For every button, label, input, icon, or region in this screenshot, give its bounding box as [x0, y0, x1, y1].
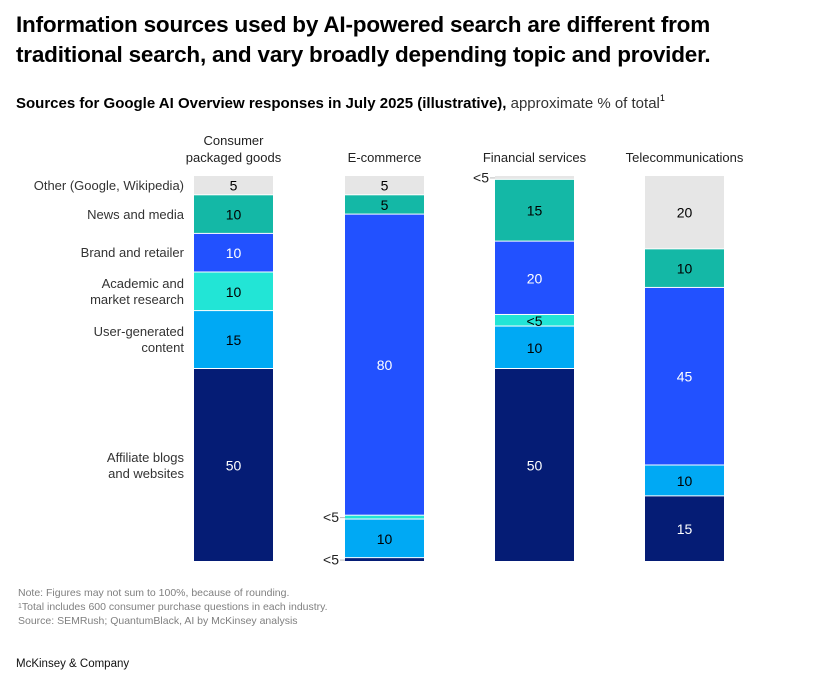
column-header-line: packaged goods	[185, 150, 282, 165]
series-label-line: News and media	[87, 206, 184, 222]
chart-title-line: Information sources used by AI-powered s…	[16, 12, 711, 37]
series-label-line: Academic and	[101, 275, 184, 291]
bar-segment-brand	[345, 214, 424, 515]
subtitle-unit: approximate % of total	[506, 95, 660, 112]
bar-segment-brand	[645, 287, 724, 465]
series-label-brand: Brand and retailer	[81, 245, 184, 261]
data-label: <5	[473, 169, 489, 185]
bar-segment-affiliate	[345, 558, 424, 561]
bar-segment-brand	[194, 233, 273, 272]
note-footnote: 1Total includes 600 consumer purchase qu…	[18, 600, 328, 614]
data-label: 5	[381, 178, 389, 194]
series-label-line: User-generated	[93, 324, 184, 340]
series-label-line: content	[141, 340, 184, 356]
footnote-text: Total includes 600 consumer purchase que…	[21, 601, 328, 613]
series-label-other: Other (Google, Wikipedia)	[34, 178, 184, 194]
data-label: <5	[527, 313, 543, 329]
bar-segment-news	[645, 249, 724, 287]
data-label: 10	[377, 531, 393, 547]
bar-segment-ugc	[194, 311, 273, 368]
chart-notes: Note: Figures may not sum to 100%, becau…	[18, 586, 328, 628]
bar-segment-ugc	[495, 326, 574, 368]
footnote-mark: 1	[18, 603, 22, 610]
column-header-line: Telecommunications	[625, 150, 744, 165]
column-header: E-commerce	[310, 149, 460, 166]
chart-title: Information sources used by AI-powered s…	[16, 10, 711, 70]
series-label-academic: Academic and market research	[90, 276, 184, 308]
data-label: 10	[527, 340, 543, 356]
data-label: 10	[226, 245, 242, 261]
data-label: <5	[323, 552, 339, 568]
data-label: 10	[677, 473, 693, 489]
note-rounding: Note: Figures may not sum to 100%, becau…	[18, 587, 290, 599]
bar-segment-ugc	[345, 519, 424, 558]
footnote-mark: 1	[659, 93, 665, 103]
series-label-line: Affiliate blogs	[106, 449, 184, 465]
column-header: Telecommunications	[610, 149, 760, 166]
data-label: 15	[527, 203, 543, 219]
data-label: 5	[381, 197, 389, 213]
series-label-ugc: User-generated content	[94, 324, 184, 356]
series-label-affiliate: Affiliate blogs and websites	[107, 450, 184, 482]
chart-title-line: traditional search, and vary broadly dep…	[16, 42, 711, 67]
bar-segment-news	[495, 179, 574, 241]
bar-segment-other	[194, 176, 273, 195]
data-label: 10	[677, 261, 693, 277]
data-label: 15	[677, 521, 693, 537]
bar-segment-affiliate	[645, 496, 724, 561]
bar-segment-academic	[194, 272, 273, 311]
data-label: 10	[226, 207, 242, 223]
series-label-line: market research	[90, 291, 184, 307]
bar-segment-affiliate	[495, 369, 574, 561]
bar-segment-news	[345, 195, 424, 214]
series-label-line: and websites	[108, 465, 184, 481]
column-header-line: Financial services	[482, 150, 587, 165]
column-header-line: Consumer	[203, 133, 264, 148]
data-label: 50	[226, 458, 242, 474]
series-label-line: Other (Google, Wikipedia)	[33, 177, 184, 193]
bar-segment-other	[345, 176, 424, 195]
column-header-line: E-commerce	[347, 150, 422, 165]
series-label-news: News and media	[87, 207, 184, 223]
brand-logo-text: McKinsey & Company	[16, 658, 130, 670]
column-header: Financial services	[460, 149, 610, 166]
bar-segment-academic	[495, 314, 574, 326]
data-label: 5	[230, 178, 238, 194]
data-label: 50	[527, 458, 543, 474]
note-source: Source: SEMRush; QuantumBlack, AI by McK…	[18, 615, 298, 627]
data-label: 20	[677, 205, 693, 221]
data-label: 45	[677, 369, 693, 385]
data-label: 20	[527, 270, 543, 286]
chart-subtitle: Sources for Google AI Overview responses…	[16, 93, 665, 112]
bar-segment-brand	[495, 241, 574, 314]
series-label-line: Brand and retailer	[80, 245, 184, 261]
subtitle-bold: Sources for Google AI Overview responses…	[16, 95, 507, 112]
bar-segment-other	[645, 176, 724, 249]
bar-segment-news	[194, 195, 273, 233]
bar-segment-ugc	[645, 465, 724, 496]
bar-segment-affiliate	[194, 369, 273, 561]
column-header: Consumer packaged goods	[159, 132, 309, 166]
data-label: <5	[323, 509, 339, 525]
data-label: 10	[226, 284, 242, 300]
bar-segment-other	[495, 176, 574, 179]
data-label: 15	[226, 332, 242, 348]
data-label: 80	[377, 357, 393, 373]
bar-segment-academic	[345, 515, 424, 519]
